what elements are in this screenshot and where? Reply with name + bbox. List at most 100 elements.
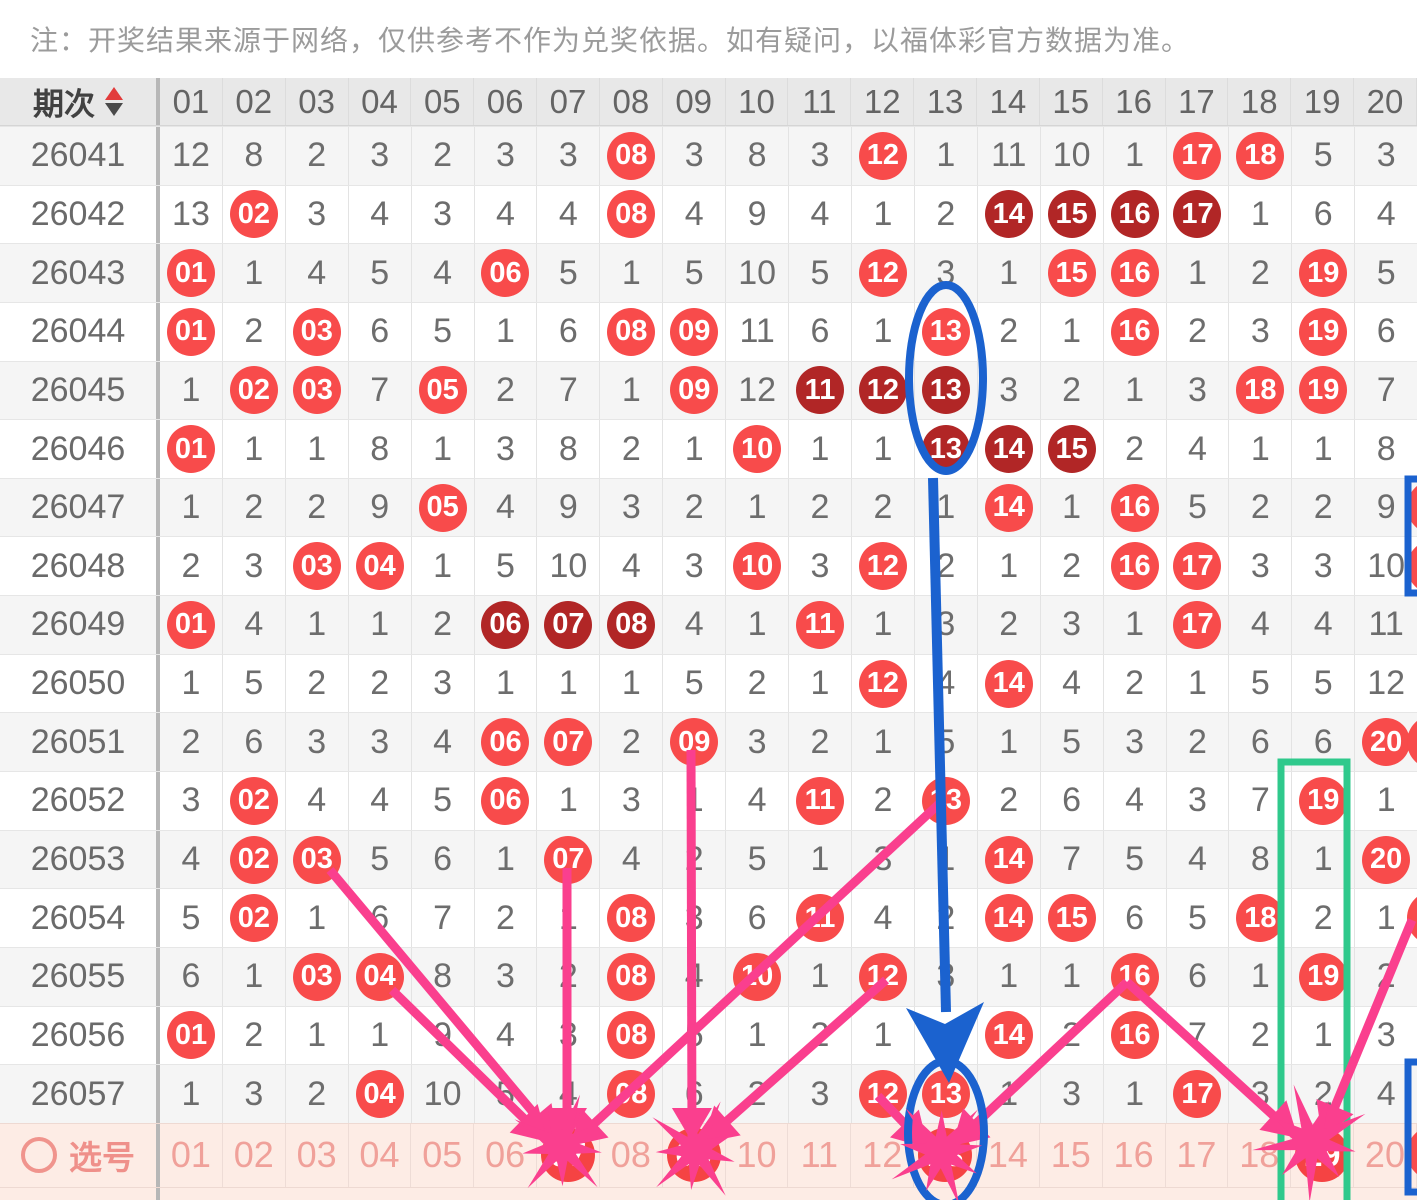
number-cell: 2 [852, 478, 915, 537]
drawn-number-ball: 07 [544, 718, 593, 767]
number-cell: 01 [160, 244, 223, 302]
number-cell: 07 [537, 596, 601, 654]
drawn-number-ball: 19 [1299, 776, 1348, 825]
column-header-12: 12 [851, 78, 915, 125]
number-cell: 3 [1229, 1065, 1293, 1123]
pick-cell-06[interactable]: 06 [474, 1123, 538, 1187]
selected-pick-ball[interactable]: 09 [666, 1128, 721, 1183]
radio-circle-icon[interactable] [21, 1137, 57, 1174]
sort-up-icon [105, 87, 123, 100]
number-cell: 8 [412, 947, 475, 1006]
number-cell: 9 [349, 478, 412, 537]
table-row-26054: 26054 5 02 1 6 7 2 1 08 3 6 11 4 2 14 15 6 5 18 2 1 [0, 888, 1417, 947]
number-cell: 2 [286, 127, 349, 185]
number-cell: 4 [1041, 654, 1104, 713]
number-cell: 05 [412, 478, 475, 537]
number-cell: 7 [1167, 1006, 1230, 1065]
drawn-number-ball: 16 [1110, 952, 1159, 1001]
number-cell: 11 [789, 772, 852, 830]
number-cell: 13 [915, 420, 978, 478]
number-cell: 2 [1167, 302, 1230, 361]
number-cell: 17 [1167, 537, 1230, 596]
number-cell: 4 [475, 1006, 538, 1065]
number-cell: 1 [475, 654, 538, 713]
drawn-number-ball: 18 [1236, 131, 1285, 180]
number-cell: 08 [600, 1065, 664, 1123]
number-cell: 1 [1292, 830, 1356, 889]
pick-cell-20[interactable]: 20 [1354, 1123, 1417, 1187]
table-row-26042: 26042 13 02 3 4 3 4 4 08 4 9 4 1 2 14 15 16 17 1 6 4 [0, 184, 1417, 244]
pick-cell-15[interactable]: 15 [1040, 1123, 1103, 1187]
period-column-header[interactable]: 期次 [0, 78, 160, 125]
pick-cell-17[interactable]: 17 [1166, 1123, 1229, 1187]
pick-cell-18[interactable]: 18 [1228, 1123, 1292, 1187]
column-header-02: 02 [223, 78, 286, 125]
drawn-number-ball: 19 [1299, 366, 1348, 415]
number-cell: 2 [412, 596, 475, 654]
pick-cell-13[interactable]: 13 [914, 1123, 977, 1187]
pick-cell-12[interactable]: 12 [851, 1123, 915, 1187]
drawn-number-ball: 11 [796, 600, 845, 649]
period-cell: 26050 [0, 654, 160, 713]
pick-cell-05[interactable]: 05 [411, 1123, 475, 1187]
selected-pick-ball[interactable]: 13 [918, 1128, 973, 1183]
number-cell: 12 [852, 361, 915, 420]
column-header-13: 13 [914, 78, 977, 125]
table-row-26045: 26045 1 02 03 7 05 2 7 1 09 12 11 12 13 3 2 1 3 18 19 7 [0, 360, 1417, 420]
drawn-number-ball: 02 [229, 190, 278, 239]
table-row-26049: 26049 01 4 1 1 2 06 07 08 4 1 11 1 3 2 3 1 17 4 4 11 [0, 595, 1417, 654]
pick-cell-19[interactable]: 19 [1291, 1123, 1355, 1187]
number-cell: 1 [1041, 947, 1104, 1006]
number-cell: 09 [663, 361, 727, 420]
number-cell: 7 [1376, 370, 1396, 409]
number-cell: 2 [1376, 957, 1396, 996]
number-cell: 10 [537, 537, 601, 596]
pick-cell-03[interactable]: 03 [286, 1123, 349, 1187]
pick-cell-01[interactable]: 01 [160, 1123, 223, 1187]
pick-cell-08[interactable]: 08 [600, 1123, 663, 1187]
number-cell: 2 [1041, 1006, 1104, 1065]
drawn-number-ball: 16 [1110, 307, 1159, 356]
number-cell: 6 [1376, 312, 1396, 351]
number-cell: 5 [1376, 253, 1396, 292]
number-cell: 01 [160, 1006, 223, 1065]
number-cell: 2 [600, 713, 664, 772]
pick-cell-04[interactable]: 04 [349, 1123, 412, 1187]
drawn-number-ball: 09 [670, 307, 719, 356]
drawn-number-ball: 04 [355, 1070, 404, 1119]
pick-cell-16[interactable]: 16 [1103, 1123, 1166, 1187]
number-cell: 16 [1104, 537, 1167, 596]
number-cell: 4 [412, 244, 475, 302]
drawn-number-ball: 10 [733, 542, 782, 591]
pick-cell-02[interactable]: 02 [223, 1123, 286, 1187]
pick-cell-10[interactable]: 10 [726, 1123, 789, 1187]
number-cell: 16 [1104, 1006, 1167, 1065]
number-cell: 4 [1167, 420, 1230, 478]
number-cell: 2 [475, 889, 538, 947]
pick-cell-09[interactable]: 09 [663, 1123, 726, 1187]
drawn-number-ball-dark: 16 [1110, 190, 1159, 239]
number-cell: 6 [1292, 713, 1356, 772]
number-cell: 1 [475, 302, 538, 361]
selected-pick-ball[interactable]: 07 [540, 1128, 595, 1183]
pick-cell-07[interactable]: 07 [537, 1123, 600, 1187]
number-cell: 3 [789, 127, 852, 185]
number-cell: 7 [1041, 830, 1104, 889]
drawn-number-ball: 01 [166, 425, 215, 474]
number-cell: 2 [160, 713, 223, 772]
number-cell: 2 [915, 537, 978, 596]
number-cell: 3 [475, 127, 538, 185]
pick-cell-11[interactable]: 11 [788, 1123, 852, 1187]
sort-asc-desc-icon[interactable] [105, 87, 123, 116]
number-cell: 17 [1167, 185, 1230, 244]
number-cell: 06 [475, 713, 538, 772]
number-cell: 1 [726, 596, 790, 654]
pick-cell-14[interactable]: 14 [977, 1123, 1040, 1187]
number-cell: 1 [1041, 302, 1104, 361]
number-cell: 2 [1104, 654, 1167, 713]
number-cell: 06 [475, 596, 538, 654]
number-cell: 08 [600, 889, 664, 947]
period-cell: 26045 [0, 361, 160, 420]
number-cell: 10 [1041, 127, 1104, 185]
selected-pick-ball[interactable]: 19 [1295, 1128, 1350, 1183]
